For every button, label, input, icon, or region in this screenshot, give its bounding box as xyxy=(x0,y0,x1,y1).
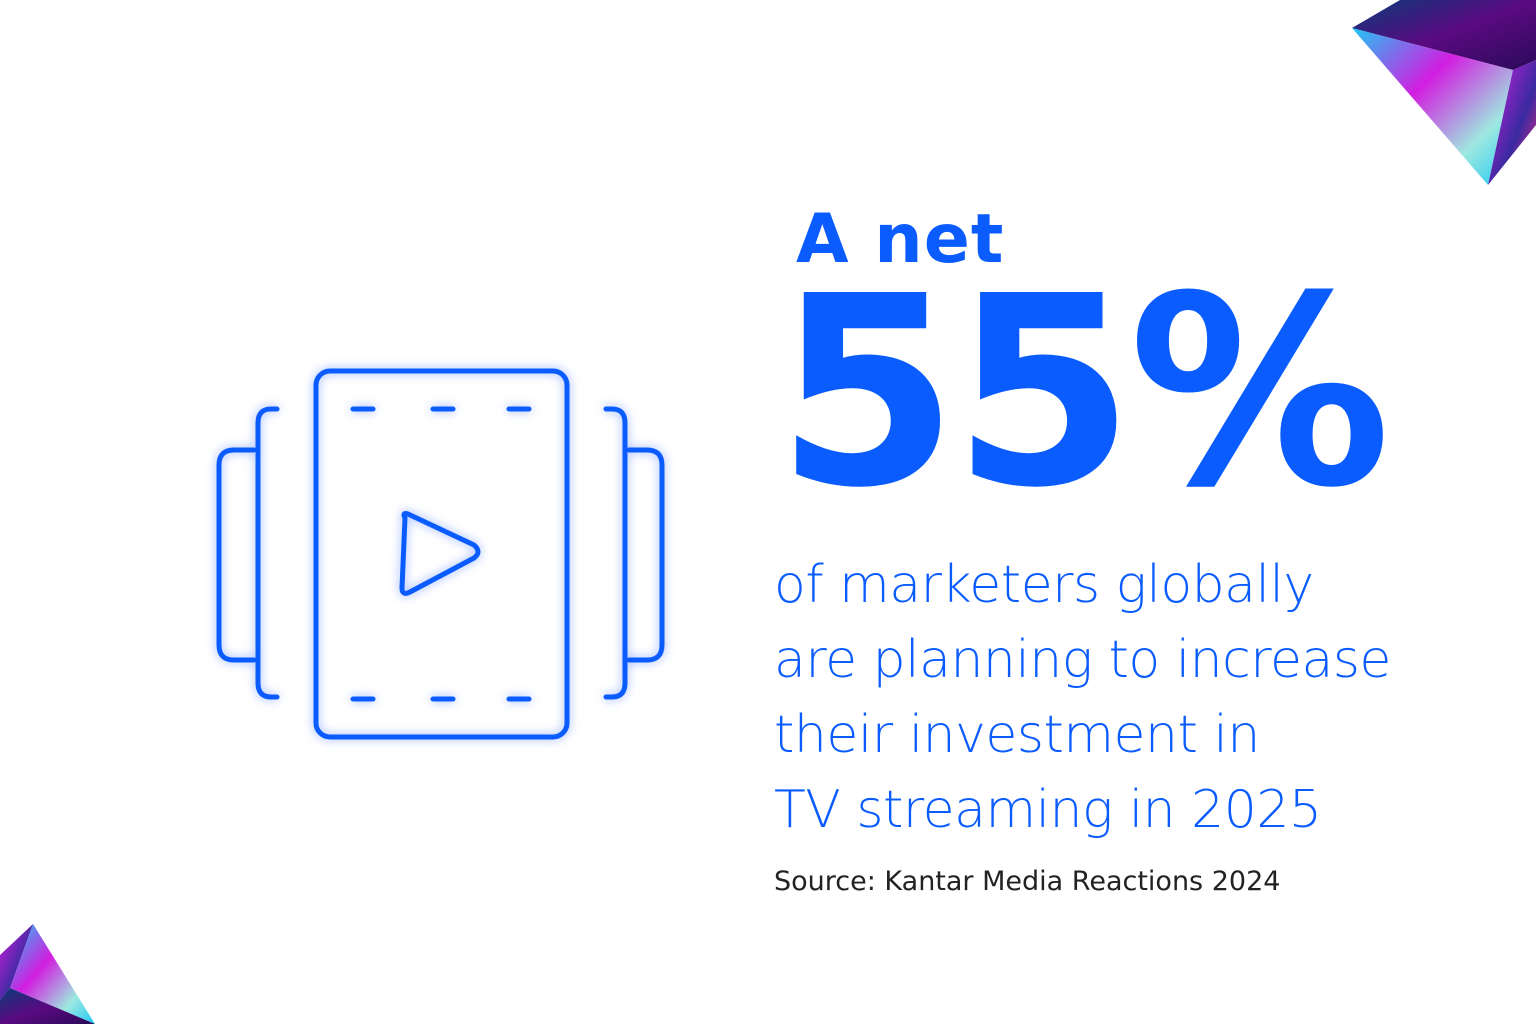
description-line: are planning to increase xyxy=(774,630,1391,690)
headline-stat: 55% xyxy=(776,240,1391,545)
decorative-gem-top-right xyxy=(1352,0,1536,185)
description-line: TV streaming in 2025 xyxy=(774,780,1322,840)
description: of marketers globally are planning to in… xyxy=(774,548,1391,848)
video-film-strip-play-icon xyxy=(216,368,665,740)
description-line: of marketers globally xyxy=(774,555,1314,615)
headline-lead: A net xyxy=(796,200,1005,279)
decorative-gem-bottom-left xyxy=(0,924,95,1024)
description-line: their investment in xyxy=(774,705,1260,765)
source-citation: Source: Kantar Media Reactions 2024 xyxy=(774,866,1281,897)
